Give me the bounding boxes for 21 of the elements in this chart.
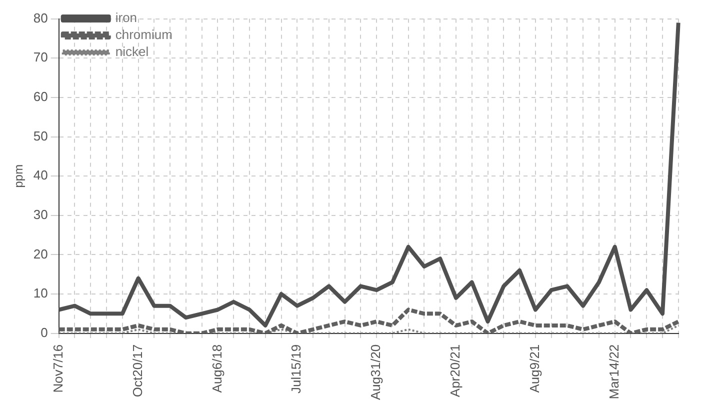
x-tick-label: Aug9/21 [527,344,542,393]
y-tick-label: 40 [33,168,48,183]
y-tick-label: 20 [33,246,48,262]
legend-label: iron [115,10,138,26]
legend-label: nickel [115,44,149,60]
legend-label: chromium [115,27,172,42]
x-tick-label: Aug6/18 [209,344,224,393]
y-tick-label: 30 [33,206,48,222]
x-tick-label: Jul15/19 [288,344,304,394]
x-tick-label: Nov7/16 [50,344,66,393]
x-tick-label: Apr20/21 [448,344,463,398]
y-tick-label: 60 [33,89,48,104]
y-tick-label: 70 [33,50,48,65]
x-tick-label: Oct20/17 [130,344,145,398]
y-tick-label: 80 [33,10,48,26]
y-tick-label: 10 [33,286,48,301]
x-tick-label: Aug31/20 [368,344,384,400]
y-tick-label: 50 [33,128,48,144]
y-axis-title: ppm [12,164,26,188]
y-tick-label: 0 [40,324,48,340]
x-tick-label: Mar14/22 [606,344,622,400]
